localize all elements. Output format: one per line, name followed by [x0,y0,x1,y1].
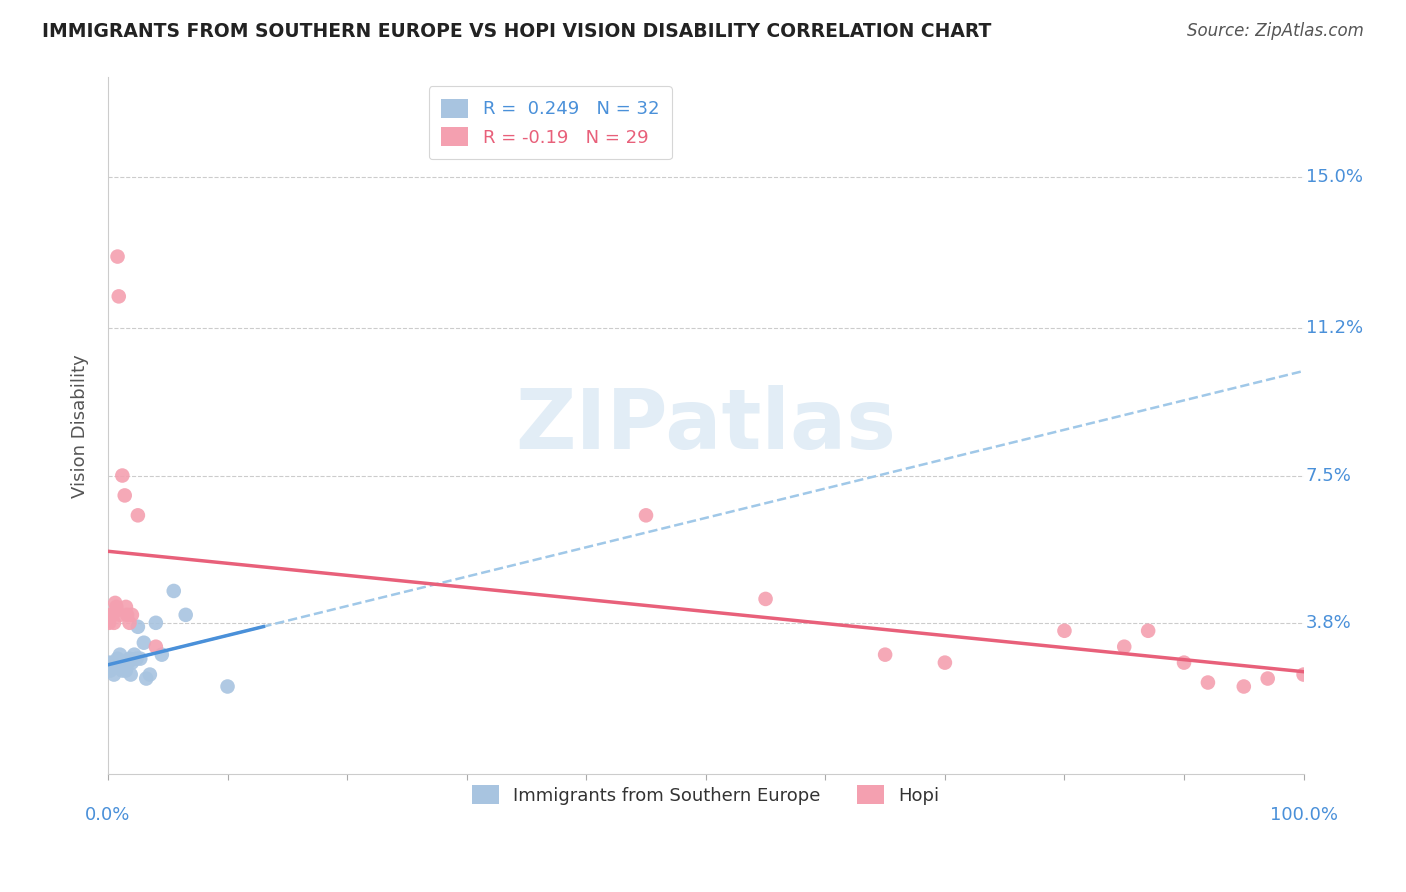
Point [115,664,138,678]
Point [117,656,139,670]
Point [1197,675,1219,690]
Text: 11.2%: 11.2% [1306,319,1362,337]
Point [934,656,956,670]
Point [118,651,141,665]
Point [217,680,239,694]
Point [139,667,162,681]
Text: ZIPatlas: ZIPatlas [515,385,896,467]
Point [145,615,167,630]
Point [107,656,129,670]
Point [104,596,127,610]
Text: 0.0%: 0.0% [86,806,131,824]
Point [1053,624,1076,638]
Point [120,667,142,681]
Text: Source: ZipAtlas.com: Source: ZipAtlas.com [1187,22,1364,40]
Text: IMMIGRANTS FROM SOUTHERN EUROPE VS HOPI VISION DISABILITY CORRELATION CHART: IMMIGRANTS FROM SOUTHERN EUROPE VS HOPI … [42,22,991,41]
Text: 15.0%: 15.0% [1306,168,1362,186]
Point [111,664,134,678]
Point [115,607,138,622]
Point [107,250,129,264]
Point [98,615,121,630]
Point [108,648,131,662]
Text: 100.0%: 100.0% [1270,806,1337,824]
Y-axis label: Vision Disability: Vision Disability [72,354,89,498]
Point [101,656,124,670]
Point [124,648,146,662]
Point [150,648,173,662]
Point [100,659,122,673]
Point [634,508,657,523]
Point [98,656,121,670]
Point [114,659,136,673]
Point [112,659,135,673]
Point [121,607,143,622]
Point [105,656,128,670]
Point [108,607,131,622]
Point [115,599,138,614]
Point [101,607,124,622]
Point [127,620,149,634]
Point [114,488,136,502]
Point [875,648,897,662]
Point [129,651,152,665]
Point [1173,656,1195,670]
Point [1292,667,1315,681]
Point [121,656,143,670]
Point [1257,672,1279,686]
Point [135,672,157,686]
Point [110,656,132,670]
Point [104,659,127,673]
Point [1137,624,1160,638]
Point [1233,680,1256,694]
Point [132,636,155,650]
Point [145,640,167,654]
Point [111,468,134,483]
Point [107,289,129,303]
Point [174,607,197,622]
Point [1114,640,1136,654]
Point [115,656,138,670]
Point [163,584,186,599]
Point [103,667,125,681]
Point [127,508,149,523]
Point [105,599,128,614]
Point [103,615,125,630]
Legend: Immigrants from Southern Europe, Hopi: Immigrants from Southern Europe, Hopi [463,776,949,814]
Point [100,607,122,622]
Point [107,651,129,665]
Point [754,591,776,606]
Point [118,615,141,630]
Text: 3.8%: 3.8% [1306,614,1351,632]
Point [125,651,148,665]
Point [100,664,122,678]
Text: 7.5%: 7.5% [1306,467,1351,484]
